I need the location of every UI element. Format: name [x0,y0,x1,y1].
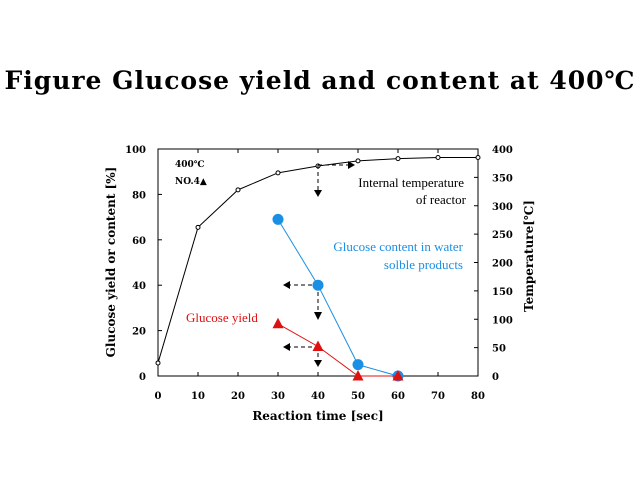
condition-temperature: 400℃ [175,160,205,170]
glucose-content-series-label-line-1: Glucose content in water [333,239,463,254]
x-tick-label: 30 [271,391,285,402]
x-tick-label: 10 [191,391,205,402]
x-tick-label: 40 [311,391,325,402]
arrowhead-right-icon [348,161,355,169]
ticks-layer: 0 10 20 30 40 50 60 70 80 0 20 40 60 80 100 0 50 100 150 20… [125,145,513,402]
temperature-point [195,224,201,230]
y-tick-label: 40 [132,281,146,292]
glucose-yield-series-line [277,323,398,377]
arrowhead-down-icon [314,190,322,197]
y2-tick-label: 350 [492,173,513,184]
temperature-point [355,158,361,164]
x-tick-label: 80 [471,391,485,402]
x-axis-label: Reaction time [sec] [252,409,383,423]
arrowhead-down-icon [314,312,322,320]
y-tick-label: 20 [132,327,146,338]
y2-tick-label: 300 [492,202,513,213]
x-tick-label: 70 [431,391,445,402]
glucose-yield-point [352,370,364,381]
glucose-yield-point [312,340,324,351]
y-tick-label: 60 [132,236,146,247]
y2-tick-label: 200 [492,259,513,270]
glucose-content-point [272,213,284,225]
arrowhead-down-icon [314,360,322,367]
y2-tick-label: 50 [492,344,506,355]
x-tick-label: 60 [391,391,405,402]
temperature-point [235,187,241,193]
glucose-content-point [352,359,364,371]
y2-axis-label: Temperature[℃] [522,200,536,312]
page-title: Figure Glucose yield and content at 400℃ [4,66,636,95]
y-axis-label: Glucose yield or content [%] [104,167,118,358]
glucose-content-point [312,279,324,291]
glucose-yield-series-label: Glucose yield [186,310,258,325]
glucose-content-series-line [277,219,399,377]
temperature-point [395,156,401,162]
y-tick-label: 100 [125,145,146,156]
y2-tick-label: 250 [492,230,513,241]
temperature-series-label-line-2: of reactor [416,192,467,207]
y2-tick-label: 400 [492,145,513,156]
x-tick-label: 0 [155,391,162,402]
y2-tick-label: 0 [492,372,499,383]
axis-indicator-arrowheads [283,161,355,367]
y2-tick-label: 150 [492,287,513,298]
temperature-point [435,155,441,161]
glucose-yield-point [392,370,404,381]
x-tick-label: 20 [231,391,245,402]
y-tick-label: 80 [132,190,146,201]
arrowhead-left-icon [283,281,290,289]
x-tick-label: 50 [351,391,365,402]
temperature-series-label-line-1: Internal temperature [358,175,464,190]
y2-tick-label: 100 [492,315,513,326]
temperature-point [475,155,481,161]
temperature-point [155,360,161,366]
condition-run-number: NO.4▲ [175,177,207,187]
temperature-point [275,170,281,176]
arrowhead-left-icon [283,343,290,351]
y-tick-label: 0 [139,372,146,383]
glucose-content-series-label-line-2: solble products [384,257,463,272]
glucose-yield-point [272,317,284,329]
